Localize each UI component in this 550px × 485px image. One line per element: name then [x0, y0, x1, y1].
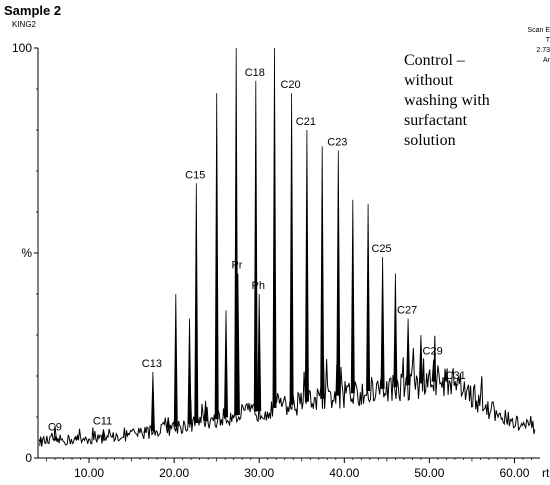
annotation-note: Control – without washing with surfactan… — [404, 51, 534, 151]
peak-label: C9 — [48, 421, 62, 433]
annotation-line: surfactant — [404, 112, 468, 129]
peak-label: C31 — [446, 370, 466, 382]
peak-mark — [454, 383, 459, 386]
scan-line: Scan E — [527, 27, 550, 34]
peak-mark — [406, 318, 411, 386]
peak-mark — [150, 371, 155, 432]
peak-mark — [166, 416, 171, 429]
peak-mark — [187, 318, 192, 425]
y-tick-label: 0 — [25, 451, 32, 465]
peak-mark — [126, 432, 131, 436]
peak-mark — [393, 273, 398, 388]
peak-mark — [203, 400, 208, 422]
x-axis-label: rt — [542, 466, 550, 480]
peak-mark — [143, 428, 148, 433]
peak-label: C29 — [423, 346, 443, 358]
peak-mark — [101, 429, 106, 438]
peak-label: Pr — [231, 260, 242, 272]
y-tick-label: % — [21, 246, 32, 260]
peak-mark — [214, 93, 219, 420]
scan-line: Ar — [543, 57, 550, 64]
annotation-line: washing with — [404, 92, 490, 109]
annotation-line: without — [404, 72, 453, 89]
peak-mark — [173, 293, 178, 427]
peak-label: C25 — [371, 243, 391, 255]
peak-mark — [431, 359, 436, 382]
peak-mark — [38, 436, 43, 442]
peak-label: C20 — [280, 79, 300, 91]
peak-mark — [272, 47, 277, 408]
peak-mark — [320, 146, 325, 399]
peak-mark — [443, 371, 448, 381]
peak-mark — [350, 199, 355, 394]
peak-label: C27 — [397, 305, 417, 317]
peak-mark — [380, 257, 385, 389]
scan-line: 2.73 — [536, 47, 550, 54]
peak-mark — [336, 150, 341, 396]
x-tick-label: 50.00 — [414, 466, 444, 480]
peak-label: C21 — [296, 116, 316, 128]
peak-mark — [194, 183, 199, 424]
peak-mark — [418, 334, 423, 384]
peak-mark — [257, 293, 262, 411]
baseline-trace — [39, 335, 536, 447]
peak-mark — [74, 436, 79, 440]
chart-title: Sample 2 — [4, 3, 62, 18]
peak-label: C13 — [142, 358, 162, 370]
x-tick-label: 40.00 — [329, 466, 359, 480]
x-tick-label: 60.00 — [499, 466, 529, 480]
peak-mark — [235, 273, 240, 415]
peak-mark — [304, 129, 309, 402]
peak-label: C15 — [185, 169, 205, 181]
peak-label: C11 — [93, 415, 112, 427]
peak-mark — [224, 310, 228, 418]
peak-mark — [53, 434, 58, 441]
x-tick-label: 20.00 — [159, 466, 189, 480]
peak-label: C18 — [245, 67, 265, 79]
peak-label: C23 — [327, 137, 347, 149]
peak-mark — [366, 203, 371, 392]
scan-line: T — [545, 37, 550, 44]
annotation-line: Control – — [404, 52, 465, 69]
x-tick-label: 10.00 — [74, 466, 104, 480]
y-tick-label: 100 — [12, 41, 32, 55]
trace-layer — [38, 47, 536, 447]
sample-id: KING2 — [12, 20, 37, 29]
annotation-line: solution — [404, 132, 456, 149]
axes: 0% 100 10.00 20.00 30.00 40.00 50.00 60.00 rt — [12, 41, 550, 480]
x-tick-label: 30.00 — [244, 466, 274, 480]
peak-mark — [253, 80, 258, 412]
peak-label: Ph — [251, 280, 264, 292]
scan-info: Scan E T 2.73 Ar — [527, 26, 550, 66]
peak-mark — [289, 93, 294, 405]
